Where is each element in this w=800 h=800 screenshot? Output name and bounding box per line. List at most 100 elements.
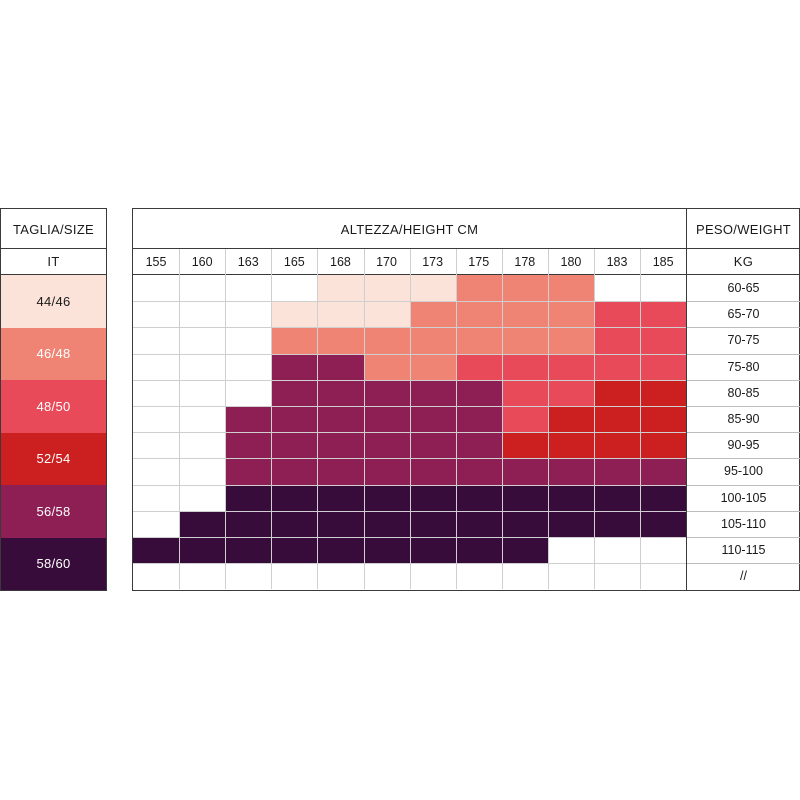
size-cell: [271, 484, 318, 512]
size-cell: [225, 537, 272, 564]
legend-divider-1: [0, 248, 107, 249]
size-cell: [409, 327, 457, 355]
weight-label-110-115: 110-115: [721, 543, 766, 558]
size-cell: [501, 537, 549, 564]
size-cell: [455, 327, 503, 355]
weight-label-65-70: 65-70: [727, 307, 760, 322]
grid-vline: [640, 249, 642, 590]
size-cell: [363, 301, 411, 328]
legend-size-56-58: 56/58: [1, 485, 106, 538]
height-label-183: 183: [606, 254, 628, 269]
size-cell: [317, 379, 364, 407]
size-cell: [409, 510, 457, 538]
size-cell: [317, 327, 364, 355]
weight-hline: [687, 327, 800, 329]
grid-vline: [594, 249, 595, 590]
grid-vline: [409, 249, 411, 590]
size-cell: [455, 353, 503, 381]
size-cell: [501, 275, 549, 302]
grid-hline: [133, 406, 687, 407]
size-cell: [363, 510, 411, 538]
size-cell: [501, 458, 549, 486]
size-cell: [409, 275, 457, 302]
header-divider-2: [132, 274, 800, 275]
height-label-163: 163: [237, 254, 259, 269]
size-cell: [133, 537, 180, 564]
height-label-155: 155: [145, 254, 167, 269]
size-subtitle: IT: [47, 254, 60, 269]
size-cell: [594, 301, 641, 328]
size-cell: [271, 406, 318, 433]
size-cell: [409, 301, 457, 328]
size-cell: [640, 458, 687, 486]
grid-hline: [133, 458, 687, 460]
size-cell: [501, 406, 549, 433]
height-label-160: 160: [191, 254, 213, 269]
size-cell: [225, 484, 272, 512]
weight-label-70-75: 70-75: [727, 333, 760, 348]
size-cell: [317, 406, 364, 433]
size-cell: [409, 458, 457, 486]
legend-divider-2: [0, 274, 107, 275]
legend-size-44-46: 44/46: [1, 275, 106, 328]
weight-label-85-90: 85-90: [727, 412, 760, 427]
size-cell: [225, 432, 272, 459]
grid-vline: [501, 249, 503, 590]
height-label-178: 178: [514, 254, 536, 269]
weight-column-divider: [686, 208, 687, 591]
size-cell: [640, 301, 687, 328]
size-cell: [594, 379, 641, 407]
grid-vline: [179, 249, 181, 590]
size-cell: [317, 484, 364, 512]
size-cell: [547, 406, 595, 433]
size-cell: [455, 458, 503, 486]
size-cell: [640, 484, 687, 512]
size-cell: [501, 510, 549, 538]
weight-subtitle: KG: [733, 254, 754, 269]
size-cell: [363, 537, 411, 564]
size-cell: [409, 484, 457, 512]
size-cell: [455, 301, 503, 328]
weight-hline: [687, 301, 800, 303]
size-cell: [455, 510, 503, 538]
size-cell: [594, 406, 641, 433]
weight-hline: [687, 458, 800, 460]
size-cell: [501, 484, 549, 512]
size-cell: [547, 484, 595, 512]
size-cell: [225, 406, 272, 433]
size-cell: [409, 537, 457, 564]
size-cell: [409, 406, 457, 433]
size-cell: [179, 537, 226, 564]
size-cell: [547, 458, 595, 486]
size-cell: [225, 510, 272, 538]
size-cell: [594, 432, 641, 459]
grid-vline: [317, 249, 319, 590]
size-cell: [547, 510, 595, 538]
weight-hline: [687, 406, 800, 407]
weight-hline: [687, 353, 800, 355]
size-cell: [225, 458, 272, 486]
size-cell: [317, 275, 364, 302]
height-label-168: 168: [330, 254, 351, 269]
grid-hline: [133, 353, 687, 355]
size-cell: [455, 484, 503, 512]
size-cell: [409, 353, 457, 381]
size-cell: [594, 510, 641, 538]
legend-size-46-48: 46/48: [1, 327, 106, 380]
size-cell: [363, 432, 411, 459]
size-cell: [547, 432, 595, 459]
weight-hline: [687, 510, 800, 512]
grid-hline: [133, 537, 687, 538]
size-cell: [501, 353, 549, 381]
size-cell: [594, 458, 641, 486]
size-cell: [455, 537, 503, 564]
grid-hline: [133, 563, 687, 565]
size-cell: [317, 537, 364, 564]
size-cell: [271, 537, 318, 564]
size-cell: [271, 353, 318, 381]
height-label-180: 180: [560, 254, 582, 269]
size-cell: [640, 406, 687, 433]
size-cell: [363, 379, 411, 407]
size-cell: [317, 301, 364, 328]
size-cell: [640, 353, 687, 381]
